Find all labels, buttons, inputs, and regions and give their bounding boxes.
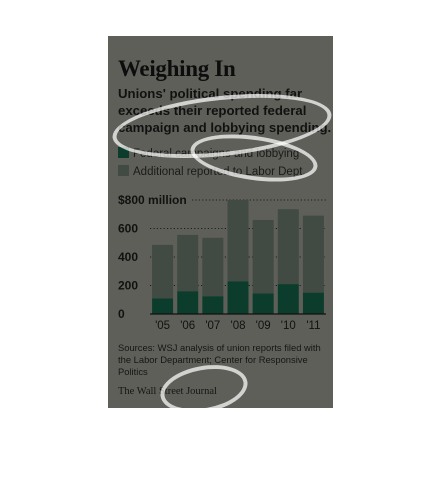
legend-item-additional: Additional reported to Labor Dept.	[118, 165, 306, 178]
bar-segment-additional	[227, 200, 249, 282]
legend-label-additional: Additional reported to Labor Dept.	[133, 166, 306, 178]
bar-segment-federal	[302, 292, 324, 314]
legend-swatch-additional	[118, 165, 129, 176]
chart-card: Weighing In Unions' political spending f…	[108, 36, 333, 408]
x-tick-label: '11	[306, 320, 320, 332]
bar-segment-federal	[177, 291, 199, 314]
bar-segment-additional	[277, 209, 299, 285]
legend-item-federal: Federal campaigns and lobbying	[118, 147, 299, 160]
y-tick-label: 400	[118, 250, 138, 264]
stacked-bar-chart: 0 200 400 600 $800 million '05 '06 '07 '08 '09 '10…	[118, 193, 326, 332]
legend-label-federal: Federal campaigns and lobbying	[133, 148, 300, 160]
bar-segment-additional	[202, 237, 224, 297]
bar-segment-additional	[252, 219, 274, 294]
x-tick-label: '06	[180, 320, 195, 332]
bar-segment-additional	[152, 244, 174, 299]
y-tick-label: $800 million	[118, 193, 187, 207]
y-tick-label: 0	[118, 307, 125, 321]
legend-swatch-federal	[118, 147, 129, 158]
sources-note: Sources: WSJ analysis of union reports f…	[118, 342, 321, 377]
bar-segment-additional	[177, 234, 199, 292]
bar-segment-federal	[277, 284, 299, 314]
bar-segment-federal	[202, 296, 224, 314]
x-tick-label: '08	[231, 320, 246, 332]
bar-segment-federal	[227, 281, 249, 314]
publisher-credit: The Wall Street Journal	[118, 386, 217, 397]
x-tick-label: '10	[281, 320, 296, 332]
chart-subtitle: Unions' political spending far exceeds t…	[118, 86, 332, 135]
x-tick-label: '07	[205, 320, 220, 332]
bar-segment-additional	[302, 215, 324, 293]
y-tick-label: 600	[118, 222, 138, 236]
chart-title: Weighing In	[118, 56, 236, 81]
bar-segment-federal	[252, 293, 274, 314]
x-tick-label: '09	[256, 320, 271, 332]
x-tick-label: '05	[155, 320, 170, 332]
bar-segment-federal	[152, 298, 174, 314]
y-tick-label: 200	[118, 279, 138, 293]
